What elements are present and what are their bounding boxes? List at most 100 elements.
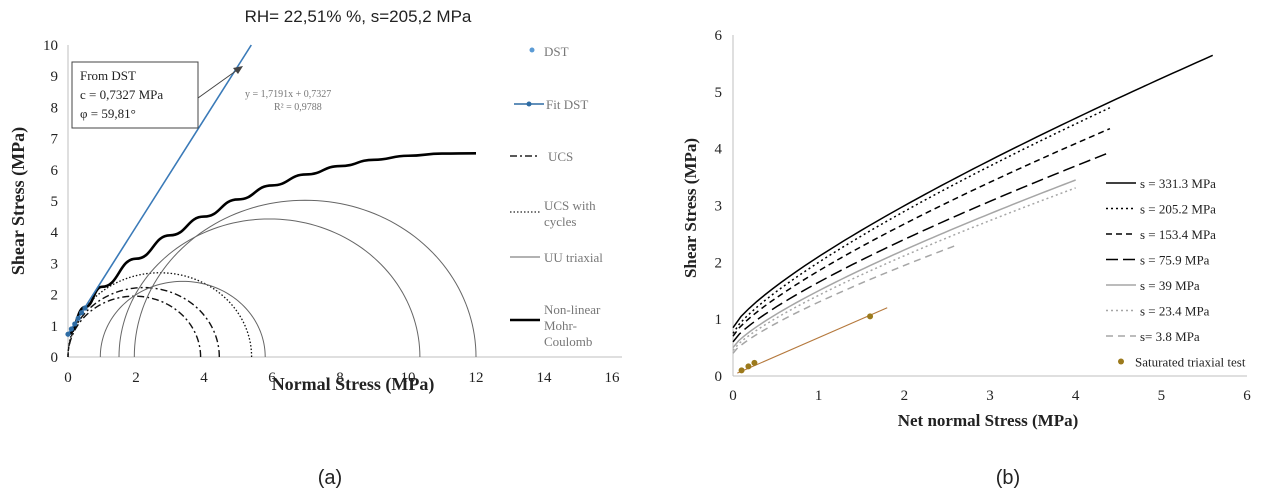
y-tick-label: 1 xyxy=(715,312,723,328)
x-tick-label: 6 xyxy=(268,370,276,386)
dst-point xyxy=(72,321,78,327)
y-tick-label: 2 xyxy=(51,288,59,304)
dst-point xyxy=(75,315,81,321)
chart-b-x-tick-labels: 0 1 2 3 4 5 6 xyxy=(729,388,1251,404)
legend-entry: s = 39 MPa xyxy=(1140,278,1200,293)
fit-dst-line xyxy=(67,44,252,335)
series-line xyxy=(732,244,956,354)
saturated-point xyxy=(745,363,752,370)
chart-a-dst-points xyxy=(65,305,88,337)
legend-entry: s = 205.2 MPa xyxy=(1140,202,1216,217)
legend-dst: DST xyxy=(544,44,569,59)
x-tick-label: 1 xyxy=(815,388,823,404)
dst-point xyxy=(68,326,74,332)
y-tick-label: 5 xyxy=(715,85,723,101)
x-tick-label: 2 xyxy=(901,388,909,404)
y-tick-label: 10 xyxy=(43,38,58,54)
panel-label-b: (b) xyxy=(996,467,1020,489)
mohr-circle xyxy=(118,218,421,358)
y-tick-label: 6 xyxy=(51,163,59,179)
y-tick-label: 6 xyxy=(715,28,723,44)
saturated-point xyxy=(867,313,874,320)
dst-point xyxy=(79,310,85,316)
y-tick-label: 0 xyxy=(51,350,59,366)
x-tick-label: 6 xyxy=(1243,388,1251,404)
x-tick-label: 0 xyxy=(64,370,72,386)
mohr-circle xyxy=(67,286,220,358)
chart-a-envelope xyxy=(67,151,477,336)
y-tick-label: 1 xyxy=(51,319,59,335)
x-tick-label: 12 xyxy=(469,370,484,386)
dst-point xyxy=(82,305,88,311)
mohr-circle xyxy=(99,280,266,358)
series-line xyxy=(732,127,1111,337)
legend-entry: s = 153.4 MPa xyxy=(1140,227,1216,242)
legend-ucs-cycles-line1: UCS with cycles xyxy=(544,198,596,229)
chart-b-saturated-test xyxy=(737,307,888,374)
y-tick-label: 3 xyxy=(715,199,723,215)
saturated-point xyxy=(738,367,745,374)
y-tick-label: 4 xyxy=(51,225,59,241)
legend-ucs: UCS xyxy=(548,149,573,164)
chart-b-y-tick-labels: 0 1 2 3 4 5 6 xyxy=(715,28,723,385)
y-tick-label: 8 xyxy=(51,100,59,116)
chart-a-fit-line xyxy=(67,44,252,335)
chart-b-legend: s = 331.3 MPa s = 205.2 MPa s = 153.4 MPa s… xyxy=(1106,176,1246,370)
x-tick-label: 2 xyxy=(132,370,140,386)
chart-a-y-axis-label: Shear Stress (MPa) xyxy=(8,127,29,275)
y-tick-label: 4 xyxy=(715,142,723,158)
series-line xyxy=(732,54,1214,329)
legend-entry: s = 75.9 MPa xyxy=(1140,253,1210,268)
legend-entry: s = 331.3 MPa xyxy=(1140,176,1216,191)
mohr-circle xyxy=(67,295,202,358)
x-tick-label: 0 xyxy=(729,388,737,404)
y-tick-label: 2 xyxy=(715,255,723,271)
x-tick-label: 14 xyxy=(537,370,553,386)
x-tick-label: 3 xyxy=(986,388,994,404)
fit-equation: y = 1,7191x + 0,7327 xyxy=(245,89,331,100)
x-tick-label: 8 xyxy=(336,370,344,386)
legend-uu-triaxial: UU triaxial xyxy=(544,250,603,265)
legend-entry: s= 3.8 MPa xyxy=(1140,329,1200,344)
dst-point xyxy=(65,331,71,337)
saturated-point xyxy=(751,359,758,366)
legend-fit-dst: Fit DST xyxy=(546,97,588,112)
chart-a-x-tick-labels: 0 2 4 6 8 10 12 14 16 xyxy=(64,370,620,386)
chart-a-x-axis-label: Normal Stress (MPa) xyxy=(272,374,435,395)
chart-b-x-axis-label: Net normal Stress (MPa) xyxy=(898,411,1079,430)
series-line xyxy=(732,151,1111,343)
fit-r-squared: R² = 0,9788 xyxy=(274,102,322,113)
series-line xyxy=(732,187,1076,351)
x-tick-label: 16 xyxy=(605,370,621,386)
annotation-arrow xyxy=(197,67,241,99)
chart-panel-a: RH= 22,51% %, s=205,2 MPa 0 2 4 6 8 10 12 14 16 … xyxy=(8,7,622,489)
chart-a-title: RH= 22,51% %, s=205,2 MPa xyxy=(245,7,472,26)
chart-a-legend: DST Fit DST UCS UCS with cycles UU triaxi… xyxy=(510,44,603,349)
x-tick-label: 10 xyxy=(401,370,416,386)
x-tick-label: 4 xyxy=(1072,388,1080,404)
chart-b-series-lines xyxy=(732,54,1214,354)
dst-annotation-box: From DST c = 0,7327 MPa φ = 59,81° xyxy=(71,61,199,129)
envelope-line xyxy=(67,151,477,336)
annotation-line-3: φ = 59,81° xyxy=(80,106,136,121)
y-tick-label: 9 xyxy=(51,69,59,85)
series-line xyxy=(732,107,1111,334)
mohr-circle xyxy=(133,199,477,358)
series-line xyxy=(732,179,1076,349)
chart-b-y-axis-label: Shear Stress (MPa) xyxy=(681,138,700,278)
x-tick-label: 5 xyxy=(1158,388,1166,404)
legend-swatch-saturated xyxy=(1118,358,1124,365)
legend-entry: s = 23.4 MPa xyxy=(1140,304,1210,319)
legend-swatch-dst xyxy=(529,47,535,53)
chart-a-y-tick-labels: 0 1 2 3 4 5 6 7 8 9 10 xyxy=(43,38,59,366)
y-tick-label: 5 xyxy=(51,194,59,210)
legend-entry-saturated: Saturated triaxial test xyxy=(1135,355,1246,370)
annotation-line-2: c = 0,7327 MPa xyxy=(80,87,163,102)
annotation-arrowhead xyxy=(233,66,243,74)
saturated-fit-line xyxy=(737,307,888,374)
y-tick-label: 0 xyxy=(715,369,723,385)
mohr-circle xyxy=(67,272,253,358)
y-tick-label: 7 xyxy=(51,132,59,148)
